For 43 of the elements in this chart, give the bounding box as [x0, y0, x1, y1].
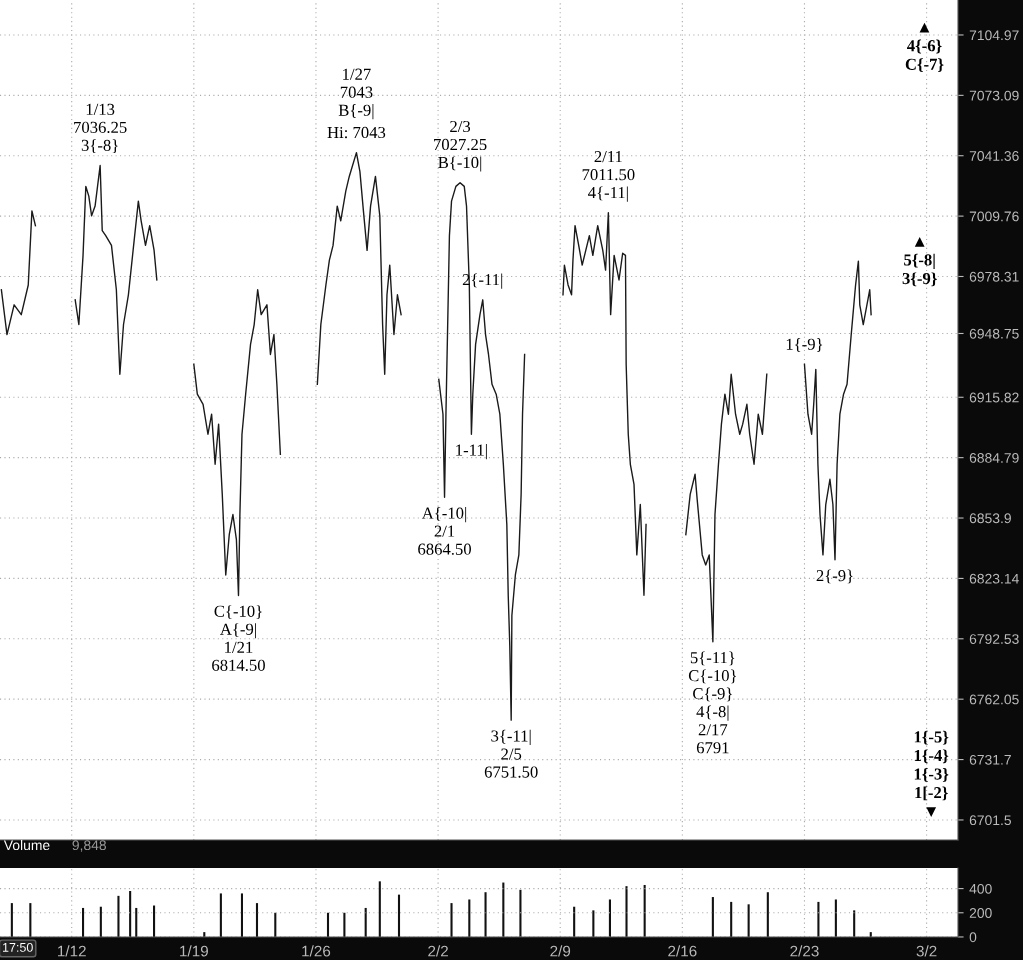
y-tick-label: 6731.7: [969, 754, 1011, 765]
text: 17:50: [3, 942, 33, 952]
annotation: 3{-11| 2/5 6751.50: [484, 729, 538, 778]
annotation: 1/13 7036.25 3{-8}: [74, 103, 127, 154]
y-tick-label: 7104.97: [969, 30, 1019, 41]
x-tick-label: 1/19: [180, 945, 208, 957]
x-tick-label: 1/26: [302, 945, 331, 957]
annotation: 2{-9}: [816, 569, 853, 584]
x-tick-label: 2/2: [428, 945, 448, 957]
annotation: 2/3 7027.25 B{-10|: [434, 120, 487, 172]
y-tick-label: 7073.09: [969, 90, 1019, 101]
y-tick-label: 6915.82: [969, 392, 1019, 403]
y-tick-label: 6853.9: [969, 513, 1011, 524]
y-tick-label: 6884.79: [969, 452, 1019, 463]
x-tick-label: 2/23: [790, 945, 819, 957]
y-tick-label: 6701.5: [969, 815, 1012, 826]
chart-subtitle: 9,848: [72, 840, 106, 852]
y-tick-label: 6792.53: [969, 634, 1019, 644]
x-tick-label: 2/16: [668, 945, 697, 957]
annotation: 2/11 7011.50 4{-11|: [582, 151, 635, 202]
y-tick-label: 200: [969, 908, 992, 918]
x-tick-label: 1/12: [58, 945, 86, 957]
annotation: 1-11|: [456, 443, 487, 460]
y-tick-label: 400: [969, 883, 992, 894]
y-tick-label: 7009.76: [969, 211, 1019, 222]
x-tick-label: 2/9: [550, 945, 571, 957]
annotation: 1{-5} 1{-4} 1{-3} 1[-2} ▼: [914, 730, 949, 817]
y-tick-label: 6978.31: [969, 271, 1019, 282]
annotation: ▲ 4{-6} C{-7}: [905, 22, 944, 72]
y-tick-label: 6948.75: [969, 328, 1019, 339]
annotation: ▲ 5{-8| 3{-9}: [902, 237, 937, 287]
annotation: 5{-11} C{-10} C{-9} 4{-8| 2/17 6791: [688, 651, 737, 754]
annotation: A{-10| 2/1 6864.50: [418, 507, 471, 555]
chart-title: Volume: [3, 839, 50, 851]
y-tick-label: 7041.36: [969, 151, 1019, 161]
annotation: 1/27 7043 B{-9|: [338, 68, 374, 120]
y-tick-label: 6823.14: [969, 573, 1019, 584]
y-tick-label: 0: [969, 932, 977, 943]
x-tick-label: 3/2: [916, 945, 937, 957]
annotation: Hi: 7043: [327, 126, 386, 139]
y-tick-label: 6762.05: [969, 694, 1019, 705]
annotation: C{-10} A{-9| 1/21 6814.50: [212, 605, 265, 672]
annotation: 1{-9}: [786, 338, 823, 352]
